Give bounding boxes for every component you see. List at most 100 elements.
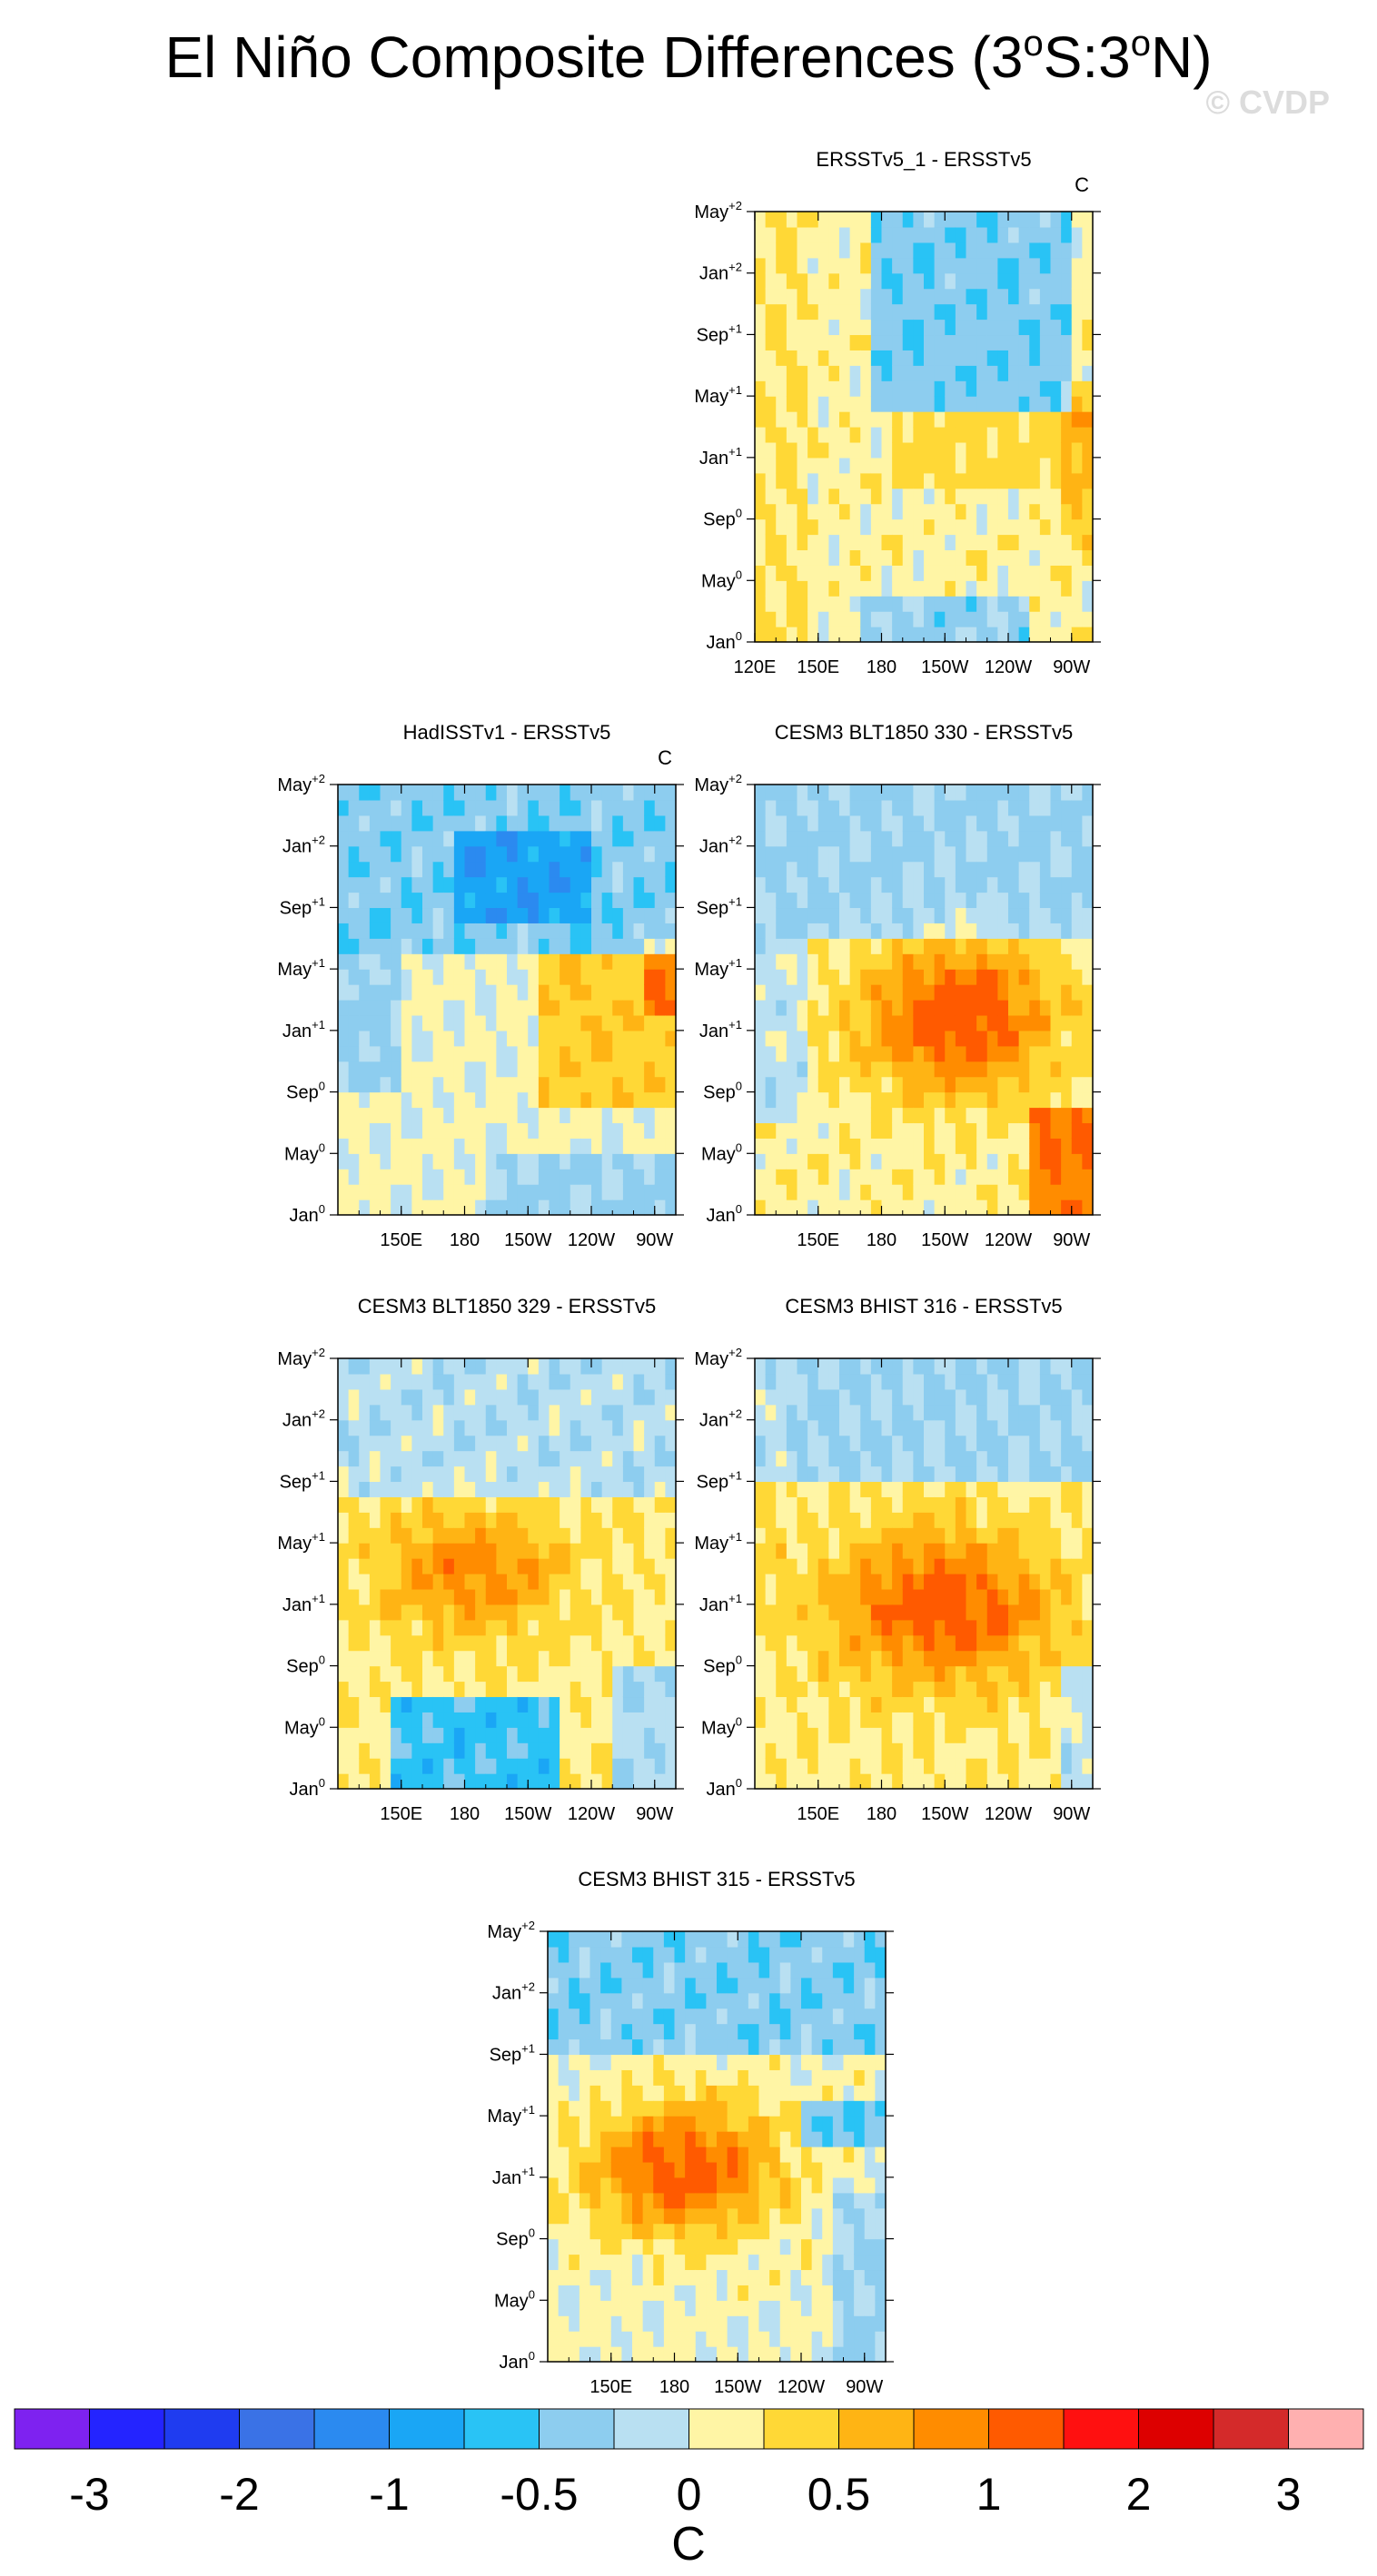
- heatmap-cell: [644, 1153, 656, 1170]
- heatmap-cell: [538, 1496, 550, 1513]
- heatmap-cell: [589, 2069, 601, 2086]
- heatmap-cell: [786, 396, 798, 412]
- heatmap-cell: [807, 503, 819, 520]
- heatmap-cell: [665, 1419, 677, 1436]
- heatmap-cell: [776, 953, 788, 970]
- heatmap-cell: [443, 1199, 455, 1216]
- heatmap-cell: [902, 830, 914, 847]
- heatmap-cell: [955, 1091, 967, 1109]
- heatmap-cell: [538, 953, 550, 970]
- title-degree-south: o: [1023, 24, 1044, 64]
- heatmap-cell: [369, 1169, 381, 1185]
- heatmap-cell: [612, 1619, 624, 1636]
- heatmap-cell: [548, 2207, 560, 2225]
- heatmap-cell: [786, 1107, 798, 1124]
- heatmap-cell: [849, 1045, 861, 1062]
- heatmap-cell: [569, 2161, 580, 2178]
- heatmap-cell: [945, 1014, 956, 1031]
- heatmap-cell: [528, 814, 540, 832]
- heatmap-cell: [1039, 1496, 1052, 1513]
- heatmap-cell: [589, 2023, 601, 2040]
- heatmap-cell: [589, 2100, 601, 2117]
- heatmap-cell: [1082, 1138, 1094, 1154]
- heatmap-cell: [786, 1588, 798, 1605]
- heatmap-cell: [338, 1450, 350, 1467]
- heatmap-cell: [1029, 1153, 1041, 1170]
- heatmap-cell: [380, 861, 391, 878]
- heatmap-cell: [997, 611, 1009, 627]
- heatmap-cell: [1050, 518, 1062, 536]
- heatmap-cell: [902, 396, 914, 412]
- heatmap-cell: [538, 1742, 550, 1759]
- heatmap-cell: [560, 1030, 571, 1047]
- heatmap-cell: [765, 596, 777, 612]
- heatmap-cell: [633, 830, 645, 847]
- heatmap-cells: [548, 1931, 887, 2363]
- heatmap-cell: [881, 1773, 893, 1790]
- heatmap-cell: [765, 1373, 777, 1390]
- heatmap-cell: [549, 1435, 560, 1452]
- heatmap-cell: [644, 1696, 656, 1712]
- heatmap-cell: [817, 984, 829, 1001]
- heatmap-cell: [475, 1527, 487, 1544]
- heatmap-cell: [622, 1419, 635, 1436]
- heatmap-cell: [924, 1543, 936, 1559]
- heatmap-cell: [601, 1153, 613, 1170]
- heatmap-cell: [475, 1373, 487, 1390]
- heatmap-cell: [976, 799, 988, 816]
- heatmap-cell: [560, 785, 571, 801]
- heatmap-cell: [976, 1512, 988, 1528]
- heatmap-cell: [1082, 350, 1094, 366]
- heatmap-cell: [881, 334, 893, 350]
- heatmap-cell: [1029, 1681, 1041, 1698]
- heatmap-cell: [580, 799, 592, 816]
- heatmap-cell: [828, 845, 840, 863]
- heatmap-cell: [654, 1588, 666, 1605]
- heatmap-cell: [380, 845, 391, 863]
- heatmap-cell: [986, 984, 998, 1001]
- heatmap-cell: [549, 1773, 560, 1790]
- heatmap-cell: [538, 1543, 550, 1559]
- heatmap-cell: [892, 1000, 904, 1016]
- heatmap-cell: [1008, 319, 1020, 336]
- heatmap-cell: [549, 1527, 560, 1544]
- heatmap-cell: [797, 1466, 808, 1483]
- heatmap-cell: [817, 1712, 829, 1728]
- heatmap-cell: [955, 1138, 967, 1154]
- heatmap-cell: [348, 1373, 360, 1390]
- heatmap-cell: [997, 1481, 1009, 1497]
- heatmap-cell: [517, 1543, 529, 1559]
- heatmap-cell: [1061, 1358, 1073, 1375]
- heatmap-cell: [570, 1138, 581, 1154]
- heatmap-cell: [966, 534, 977, 551]
- heatmap-cell: [549, 1122, 560, 1139]
- heatmap-cell: [892, 1184, 904, 1200]
- heatmap-cell: [548, 1992, 560, 2009]
- heatmap-cell: [860, 1773, 872, 1790]
- heatmap-cell: [600, 2315, 612, 2332]
- heatmap-cell: [528, 1045, 540, 1062]
- heatmap-cell: [633, 923, 645, 939]
- heatmap-cell: [924, 457, 936, 474]
- heatmap-cell: [1008, 303, 1020, 321]
- heatmap-cell: [411, 1496, 423, 1513]
- heatmap-cell: [817, 1014, 829, 1031]
- heatmap-cell: [860, 580, 872, 597]
- heatmap-cell: [807, 472, 819, 489]
- heatmap-cell: [549, 1681, 560, 1698]
- heatmap-cell: [1050, 1696, 1062, 1712]
- heatmap-cell: [849, 1773, 861, 1790]
- heatmap-cell: [1071, 1358, 1083, 1375]
- heatmap-cell: [807, 411, 819, 428]
- heatmap-cell: [955, 427, 967, 443]
- heatmap-cell: [976, 441, 988, 459]
- heatmap-cell: [443, 1496, 455, 1513]
- heatmap-cell: [359, 1153, 371, 1170]
- heatmap-cell: [432, 1650, 444, 1667]
- heatmap-cell: [860, 876, 872, 893]
- heatmap-cell: [570, 1169, 581, 1185]
- heatmap-cell: [612, 1107, 624, 1124]
- heatmap-cell: [1008, 1014, 1020, 1031]
- heatmap-cell: [860, 1045, 872, 1062]
